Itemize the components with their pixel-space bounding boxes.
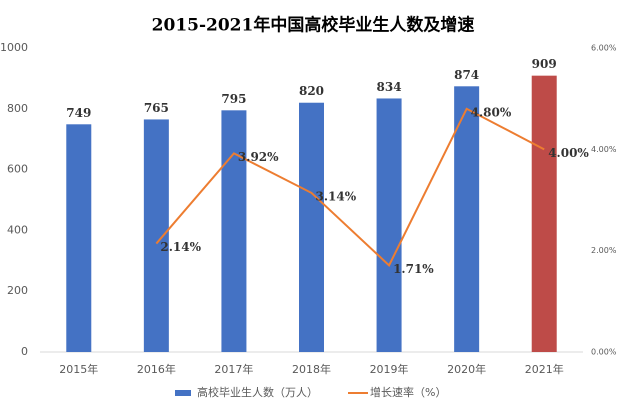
bar-value-label: 820 [299,84,324,98]
bar-value-label: 909 [532,57,557,71]
bar-value-label: 795 [221,92,246,106]
bar [143,119,169,352]
x-tick-label: 2017年 [214,362,253,376]
bar-value-label: 749 [66,106,91,120]
x-tick-label: 2016年 [137,362,176,376]
y-tick-label: 400 [7,223,28,236]
line-value-label: 1.71% [393,262,434,276]
y-tick-label: 800 [7,102,28,115]
y2-tick-label: 0.00% [591,348,617,357]
chart-title: 2015-2021年中国高校毕业生人数及增速 [152,15,475,36]
bar-value-label: 874 [454,68,479,82]
y-tick-label: 200 [7,284,28,297]
bar [221,110,247,352]
line-value-label: 3.92% [238,150,279,164]
bar [531,75,557,352]
line-value-label: 3.14% [316,189,357,203]
y2-tick-label: 2.00% [591,246,617,255]
bar [66,124,92,352]
x-tick-label: 2015年 [59,362,98,376]
y2-tick-label: 6.00% [591,44,617,53]
x-tick-label: 2020年 [447,362,486,376]
line-value-label: 2.14% [160,240,201,254]
bar-value-label: 834 [377,80,402,94]
bar-value-label: 765 [144,101,169,115]
bar [299,102,324,352]
line-value-label: 4.00% [548,146,589,160]
line [155,107,545,268]
bar [454,86,480,352]
y-tick-label: 1000 [0,41,28,54]
x-tick-label: 2021年 [525,362,564,376]
line-value-label: 4.80% [471,105,512,119]
x-tick-label: 2019年 [370,362,409,376]
y-tick-label: 0 [21,345,28,358]
legend-swatch [175,390,191,396]
bar [376,98,402,353]
y-tick-label: 600 [7,163,28,176]
legend-label: 增长速率（%） [370,385,446,399]
x-tick-label: 2018年 [292,362,331,376]
y2-tick-label: 4.00% [591,145,617,154]
legend-label: 高校毕业生人数（万人） [197,385,318,399]
